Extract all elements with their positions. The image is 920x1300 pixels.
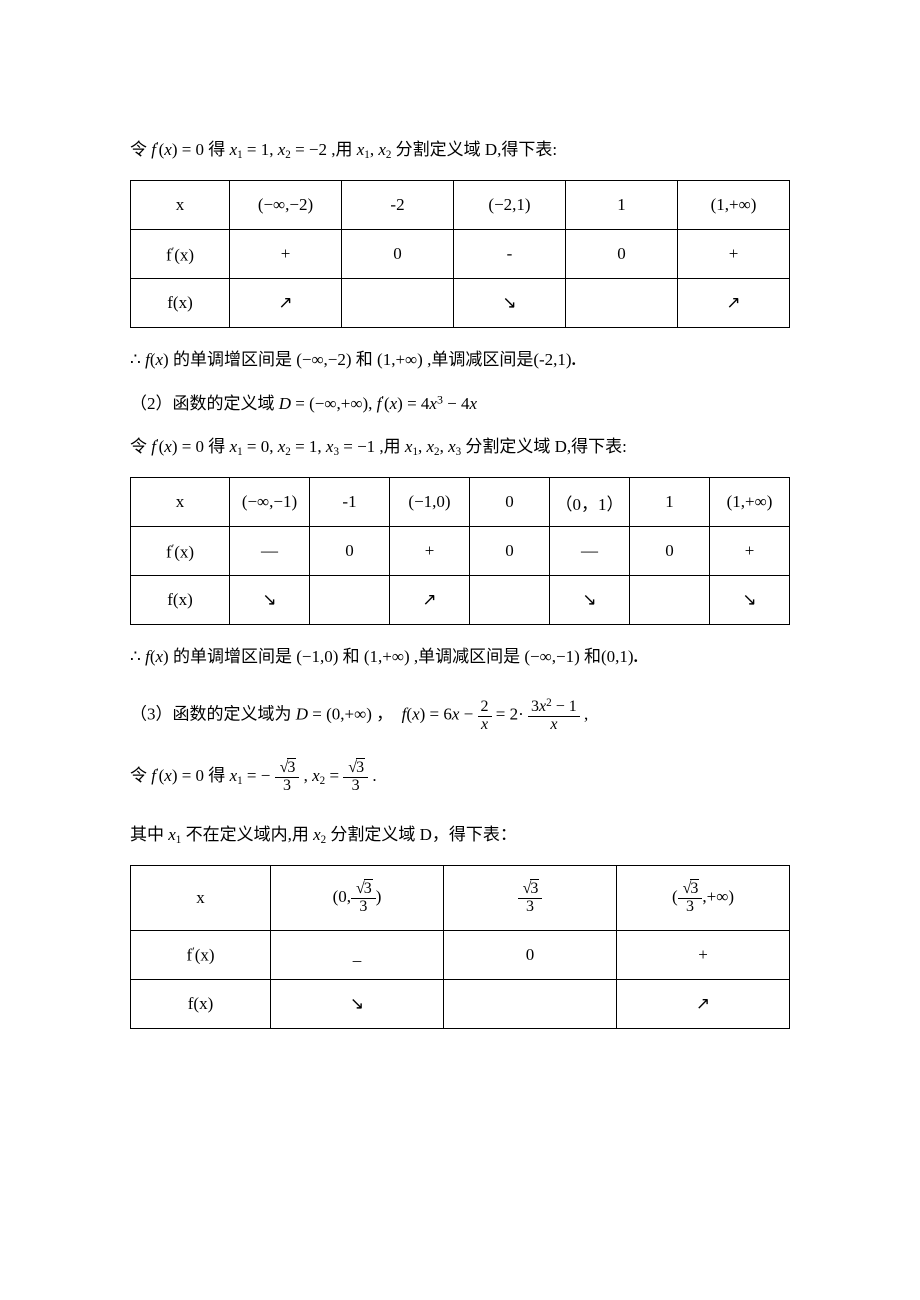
table-cell xyxy=(566,279,678,328)
table-cell: (33,+∞) xyxy=(617,866,790,931)
table-cell: 1 xyxy=(566,181,678,230)
table-cell: (1,+∞) xyxy=(710,478,790,527)
table-cell: ↘ xyxy=(271,980,444,1029)
table-cell xyxy=(470,576,550,625)
table-cell xyxy=(310,576,390,625)
table-cell: + xyxy=(710,527,790,576)
table-cell: 0 xyxy=(342,230,454,279)
table-cell: x xyxy=(131,478,230,527)
table-cell: (−1,0) xyxy=(390,478,470,527)
table-cell: (−∞,−2) xyxy=(230,181,342,230)
table-cell: ↘ xyxy=(550,576,630,625)
part2-domain: （2）函数的定义域 D = (−∞,+∞), f′(x) = 4x3 − 4x xyxy=(130,390,790,417)
fraction-den: 3 xyxy=(275,778,300,795)
table-cell: 0 xyxy=(470,478,550,527)
part1-conclusion: ∴ f(x) 的单调增区间是 (−∞,−2) 和 (1,+∞) ,单调减区间是(… xyxy=(130,346,790,373)
table-cell: ↗ xyxy=(390,576,470,625)
table-cell: + xyxy=(617,931,790,980)
table-cell: x xyxy=(131,866,271,931)
table-cell: 0 xyxy=(310,527,390,576)
table-cell: f′(x) xyxy=(131,527,230,576)
fraction-num: 3 xyxy=(343,760,368,778)
table-cell: ↗ xyxy=(617,980,790,1029)
document-page: 令 f′(x) = 0 得 x1 = 1, x2 = −2 ,用 x1, x2 … xyxy=(0,0,920,1300)
table-cell: ↘ xyxy=(710,576,790,625)
table-cell xyxy=(444,980,617,1029)
table-cell: x xyxy=(131,181,230,230)
fraction-num: 2 xyxy=(478,699,492,717)
table-cell: 0 xyxy=(470,527,550,576)
table-cell: ↗ xyxy=(230,279,342,328)
fraction-den: x xyxy=(478,717,492,734)
part1-table: x (−∞,−2) -2 (−2,1) 1 (1,+∞) f′(x) + 0 -… xyxy=(130,180,790,328)
table-cell: f(x) xyxy=(131,576,230,625)
table-cell: + xyxy=(678,230,790,279)
table-cell: (1,+∞) xyxy=(678,181,790,230)
fraction-num: 3x2 − 1 xyxy=(528,698,580,717)
table-cell xyxy=(342,279,454,328)
table-cell: + xyxy=(390,527,470,576)
table-cell: ↘ xyxy=(230,576,310,625)
part2-conclusion: ∴ f(x) 的单调增区间是 (−1,0) 和 (1,+∞) ,单调减区间是 (… xyxy=(130,643,790,670)
table-cell: ↘ xyxy=(454,279,566,328)
table-cell xyxy=(630,576,710,625)
table-cell: ↗ xyxy=(678,279,790,328)
table-cell: -2 xyxy=(342,181,454,230)
part3-table: x (0,33) 33 (33,+∞) f′(x) _ 0 + f(x) ↘ ↗ xyxy=(130,865,790,1029)
part3-domain: （3）函数的定义域为 D = (0,+∞) ， f(x) = 6x − 2x =… xyxy=(130,698,790,734)
table-cell: f(x) xyxy=(131,279,230,328)
table-cell: （0，1） xyxy=(550,478,630,527)
fraction-den: x xyxy=(528,717,580,734)
part3-roots: 令 f′(x) = 0 得 x1 = − 33 , x2 = 33 . xyxy=(130,760,790,795)
table-cell: (0,33) xyxy=(271,866,444,931)
table-cell: _ xyxy=(271,931,444,980)
part2-lead: 令 f′(x) = 0 得 x1 = 0, x2 = 1, x3 = −1 ,用… xyxy=(130,433,790,461)
table-cell: f′(x) xyxy=(131,931,271,980)
table-cell: 0 xyxy=(630,527,710,576)
table-cell: f′(x) xyxy=(131,230,230,279)
table-cell: (−∞,−1) xyxy=(230,478,310,527)
table-cell: (−2,1) xyxy=(454,181,566,230)
fraction-den: 3 xyxy=(343,778,368,795)
part1-lead: 令 f′(x) = 0 得 x1 = 1, x2 = −2 ,用 x1, x2 … xyxy=(130,136,790,164)
table-cell: 1 xyxy=(630,478,710,527)
table-cell: 0 xyxy=(444,931,617,980)
table-cell: 0 xyxy=(566,230,678,279)
table-cell: -1 xyxy=(310,478,390,527)
table-cell: — xyxy=(550,527,630,576)
table-cell: - xyxy=(454,230,566,279)
table-cell: f(x) xyxy=(131,980,271,1029)
fraction-num: 3 xyxy=(275,760,300,778)
part2-table: x (−∞,−1) -1 (−1,0) 0 （0，1） 1 (1,+∞) f′(… xyxy=(130,477,790,625)
table-cell: 33 xyxy=(444,866,617,931)
part3-split: 其中 x1 不在定义域内,用 x2 分割定义域 D，得下表： xyxy=(130,821,790,849)
table-cell: — xyxy=(230,527,310,576)
table-cell: + xyxy=(230,230,342,279)
